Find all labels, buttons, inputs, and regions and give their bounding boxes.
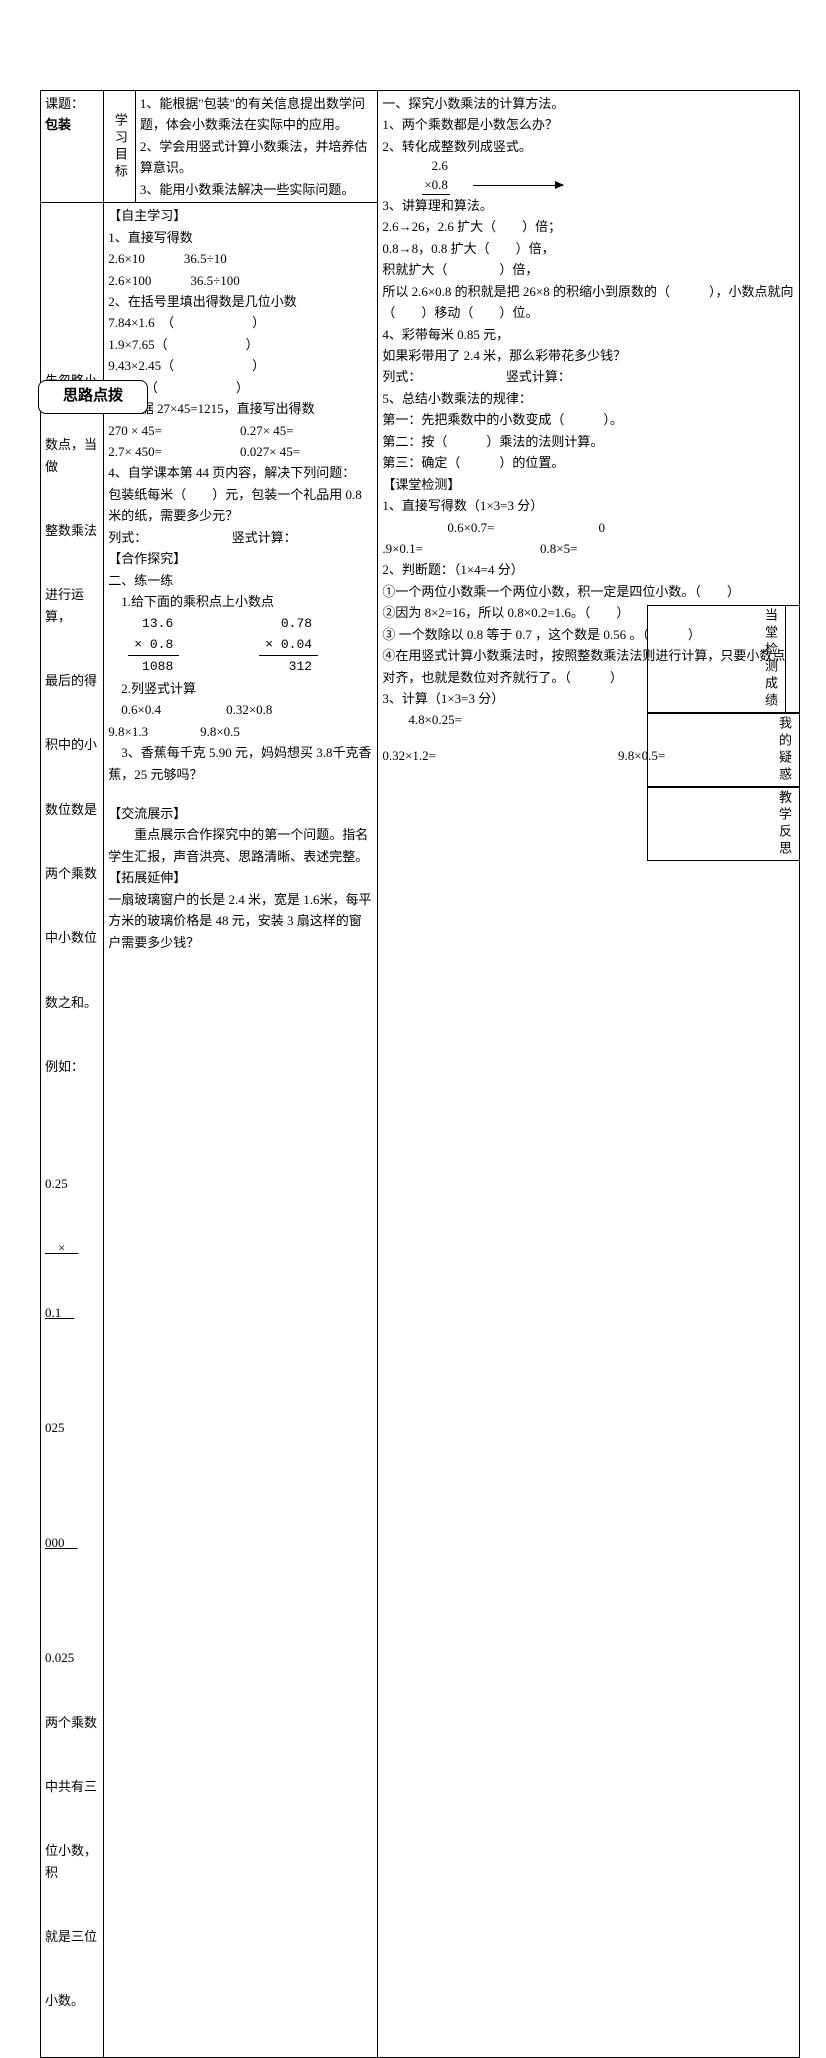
r9: 4、彩带每米 0.85 元， [382, 324, 795, 345]
s1-title: 1、直接写得数 [108, 227, 373, 248]
r3: 2、转化成整数列成竖式。 [382, 136, 795, 157]
side-2: 我的疑惑 [648, 714, 800, 787]
t2: 2、判断题：（1×4=4 分） [382, 559, 795, 580]
s4-title: 4、自学课本第 44 页内容，解决下列问题： [108, 462, 373, 483]
r4: 3、讲算理和算法。 [382, 195, 795, 216]
r2: 1、两个乘数都是小数怎么办？ [382, 114, 795, 135]
r5: 2.6→26，2.6 扩大（ ）倍； [382, 216, 795, 237]
study-cell: 【自主学习】 1、直接写得数 2.6×10 36.5÷10 2.6×100 36… [104, 203, 378, 2057]
right-column: 一、探究小数乘法的计算方法。 1、两个乘数都是小数怎么办？ 2、转化成整数列成竖… [378, 91, 800, 2058]
callout-text: 思路点拨 [63, 384, 123, 410]
r8: 所以 2.6×0.8 的积就是把 26×8 的积缩小到原数的（ ），小数点就向（… [382, 281, 795, 324]
callout-bubble: 思路点拨 [38, 380, 148, 414]
r6: 0.8→8，0.8 扩大（ ）倍， [382, 238, 795, 259]
r10: 如果彩带用了 2.4 米，那么彩带花多少钱？ [382, 345, 795, 366]
s3-title: 3、根据 27×45=1215，直接写出得数 [108, 398, 373, 419]
goals-label: 学习目标 [104, 91, 136, 203]
topic-cell: 课题： 包装 [41, 91, 104, 203]
t2a: ①一个两位小数乘一个两位小数，积一定是四位小数。（ ） [382, 581, 795, 602]
r13: 第一：先把乘数中的小数变成（ ）。 [382, 409, 795, 430]
r1: 一、探究小数乘法的计算方法。 [382, 93, 795, 114]
r7: 积就扩大（ ）倍， [382, 259, 795, 280]
r15: 第三：确定（ ）的位置。 [382, 452, 795, 473]
ext-title: 【拓展延伸】 [108, 867, 373, 888]
r14: 第二：按（ ）乘法的法则计算。 [382, 431, 795, 452]
vert-mult: 2.6 ×0.8 [422, 157, 450, 194]
goals-cell: 1、能根据"包装"的有关信息提出数学问题，体会小数乘法在实际中的应用。 2、学会… [135, 91, 377, 203]
test-title: 【课堂检测】 [382, 474, 795, 495]
self-study-title: 【自主学习】 [108, 205, 373, 226]
side-3: 教学反思 [648, 788, 800, 861]
coop-title: 【合作探究】 [108, 548, 373, 569]
mult-1: 13.6 × 0.8 1088 [128, 613, 179, 678]
mult-2: 0.78 × 0.04 312 [259, 613, 318, 678]
topic-label: 课题： [45, 96, 84, 111]
r11: 列式： 竖式计算： [382, 366, 795, 387]
left-tip: 先忽略小 数点，当做 整数乘法 进行运算， 最后的得 积中的小 数位数是 两个乘… [41, 203, 104, 2057]
side-strip: 当堂检测成绩 我的疑惑 教学反思 [647, 605, 800, 861]
r12: 5、总结小数乘法的规律： [382, 388, 795, 409]
worksheet-table: 课题： 包装 学习目标 1、能根据"包装"的有关信息提出数学问题，体会小数乘法在… [40, 90, 800, 2058]
side-1: 当堂检测成绩 [648, 606, 786, 713]
t1b: .9×0.1= 0.8×5= [382, 538, 795, 559]
show-title: 【交流展示】 [108, 803, 373, 824]
s2-title: 2、在括号里填出得数是几位小数 [108, 291, 373, 312]
topic-value: 包装 [45, 117, 71, 132]
t1: 1、直接写得数（1×3=3 分） [382, 495, 795, 516]
arrow-icon [473, 185, 563, 186]
t1a: 0.6×0.7= 0 [382, 517, 795, 538]
